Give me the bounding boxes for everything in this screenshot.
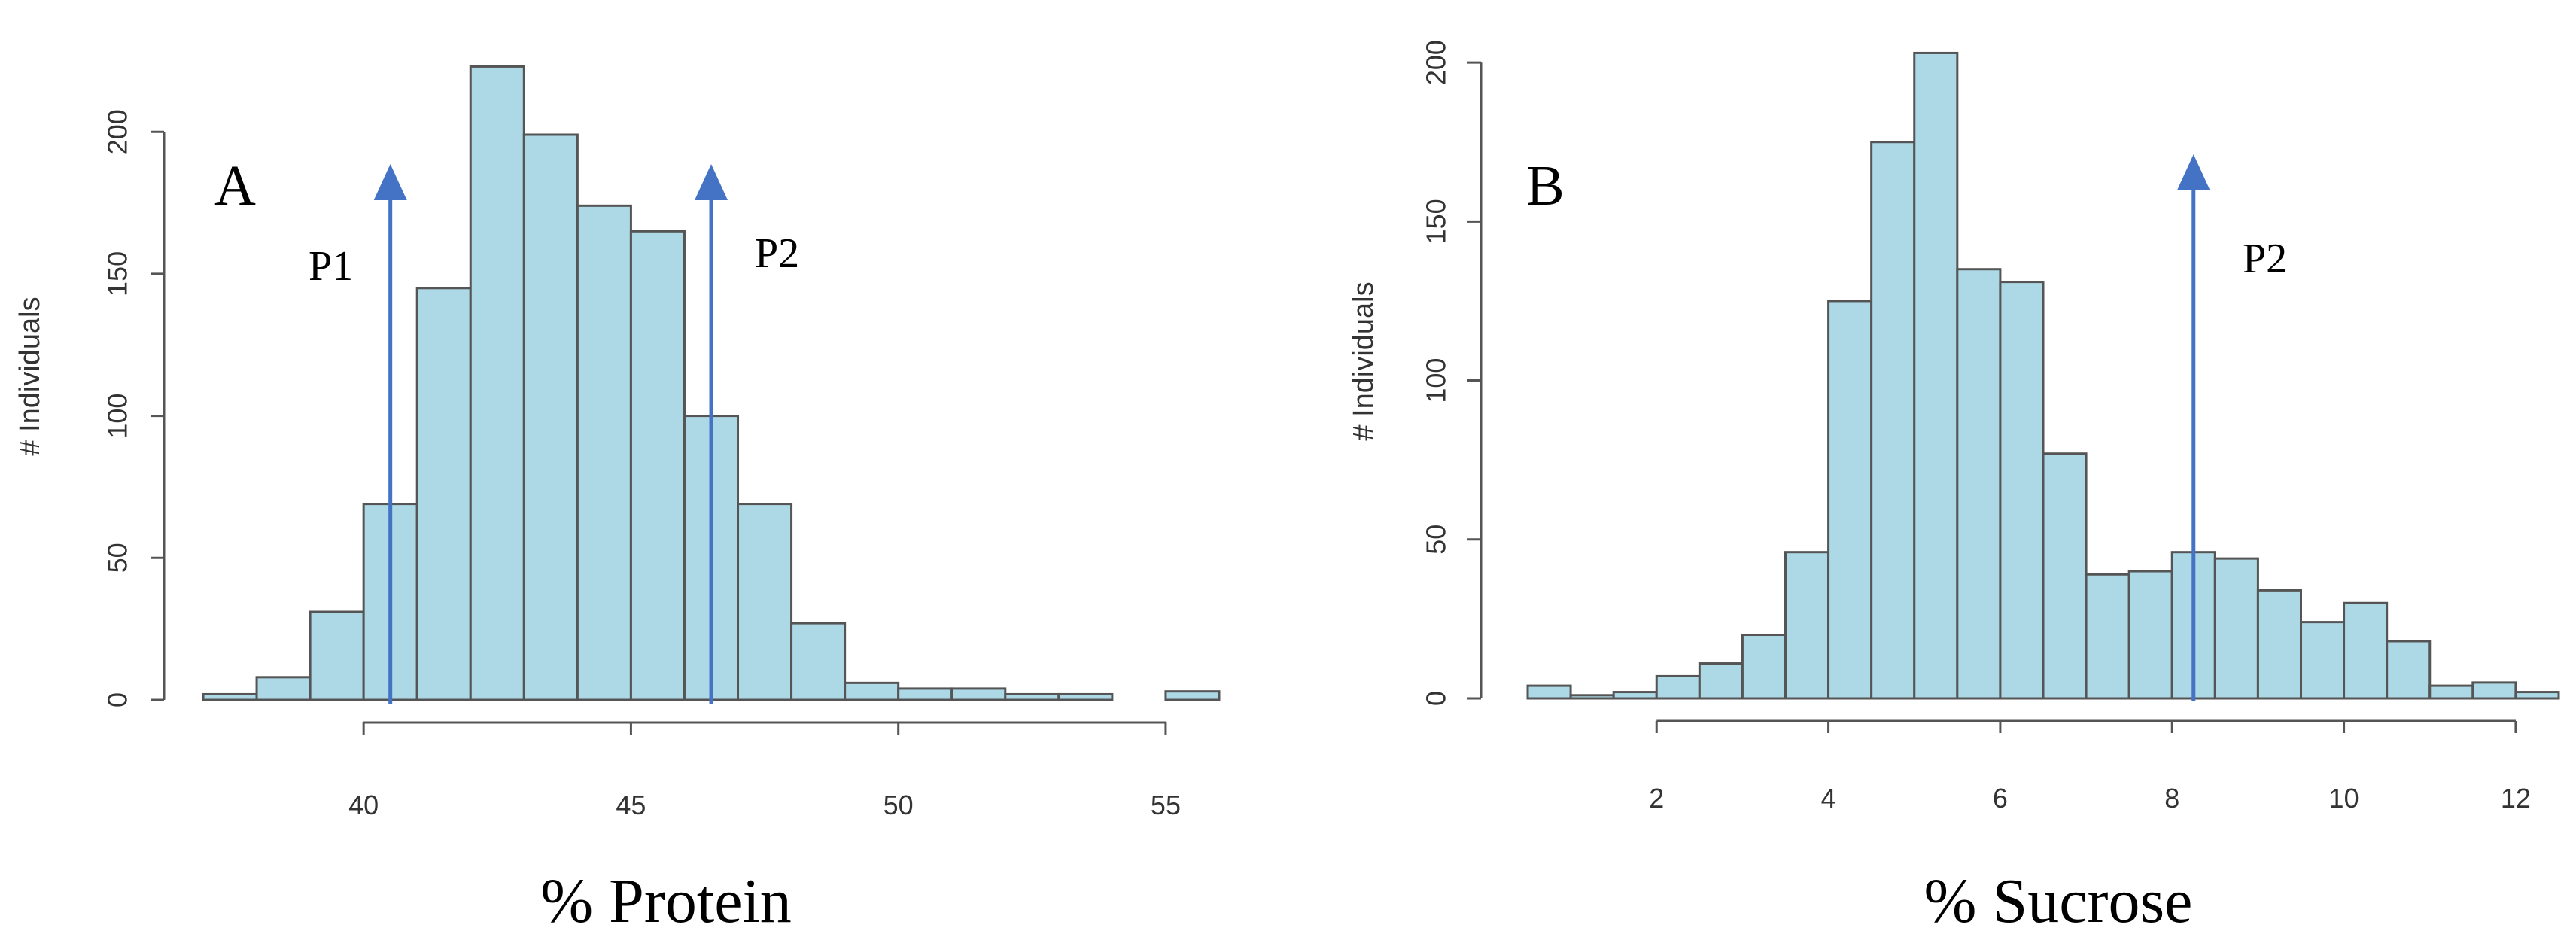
marker-label: P1 — [309, 243, 353, 290]
panel-label: A — [214, 154, 256, 218]
histogram-bar — [2042, 452, 2088, 700]
y-axis-title: # Individuals — [14, 297, 46, 455]
histogram-bar — [1913, 51, 1959, 700]
x-tick-label: 8 — [2164, 783, 2179, 814]
histogram-bar — [1999, 281, 2045, 700]
x-axis-title: % Sucrose — [1924, 866, 2193, 936]
y-tick-label: 200 — [1421, 40, 1452, 85]
histogram-sucrose: 2 4 6 8 10 12 0 50 100 150 200 # Individuals B P2 % Su… — [1348, 40, 2560, 936]
x-tick-label: 6 — [1993, 783, 2008, 814]
histogram-bar — [844, 681, 900, 701]
histogram-bar — [1827, 300, 1873, 700]
x-axis-title: % Protein — [540, 866, 792, 936]
x-tick-label: 2 — [1649, 783, 1664, 814]
histogram-bar — [469, 65, 525, 701]
histogram-bar — [2343, 601, 2389, 700]
histogram-bar — [1741, 634, 1787, 700]
histogram-bar — [1698, 662, 1744, 700]
y-tick-label: 150 — [102, 251, 133, 297]
histogram-bar — [2386, 640, 2432, 700]
histogram-bar — [1526, 684, 1572, 700]
histogram-bar — [2514, 691, 2560, 700]
histogram-bar — [522, 133, 579, 701]
histogram-bar — [2471, 681, 2517, 700]
histogram-bar — [2127, 570, 2173, 700]
x-tick-label: 50 — [884, 789, 914, 820]
y-axis-title: # Individuals — [1348, 281, 1379, 440]
histogram-bar — [1164, 690, 1221, 701]
histogram-bar — [576, 204, 632, 701]
x-tick-label: 10 — [2329, 783, 2359, 814]
y-tick-label: 50 — [102, 543, 133, 573]
y-tick-label: 50 — [1421, 525, 1452, 555]
histogram-bar — [1655, 674, 1701, 700]
histogram-bar — [309, 610, 365, 701]
histogram-bar — [415, 287, 472, 701]
histogram-bar — [1004, 692, 1060, 701]
y-tick-label: 100 — [1421, 358, 1452, 403]
histogram-bar — [255, 676, 312, 701]
y-tick-label: 0 — [102, 692, 133, 707]
histogram-bar — [897, 687, 953, 701]
histogram-bar — [2300, 621, 2346, 700]
marker-label: P2 — [755, 230, 799, 277]
marker-arrow-head — [695, 164, 728, 200]
histogram-bar — [2428, 684, 2474, 700]
x-tick-label: 40 — [348, 789, 379, 820]
marker-label: P2 — [2243, 236, 2287, 282]
y-tick-label: 100 — [102, 394, 133, 439]
histogram-bar — [737, 503, 793, 701]
histogram-bar — [950, 687, 1007, 701]
histogram-bar — [1870, 141, 1916, 700]
histogram-bar — [1784, 551, 1830, 700]
y-tick-label: 150 — [1421, 199, 1452, 244]
histogram-bar — [2213, 557, 2259, 700]
histogram-bar — [2256, 589, 2303, 700]
histogram-bar — [1569, 694, 1615, 700]
histogram-protein: 40 45 50 55 0 50 100 150 200 # Individuals A P1 P2 % … — [14, 65, 1221, 936]
histogram-bar — [2085, 573, 2130, 700]
y-tick-label: 200 — [102, 109, 133, 154]
histogram-bar — [790, 622, 847, 701]
x-tick-label: 4 — [1821, 783, 1836, 814]
histogram-bar — [1612, 691, 1658, 700]
marker-arrow-head — [2176, 154, 2210, 190]
histogram-bar — [1956, 268, 2002, 700]
histogram-bar — [202, 692, 258, 701]
x-tick-label: 12 — [2501, 783, 2531, 814]
histogram-bar — [629, 230, 686, 701]
histogram-bar — [1057, 692, 1114, 701]
marker-arrow-head — [373, 164, 407, 200]
x-tick-label: 55 — [1151, 789, 1181, 820]
y-tick-label: 0 — [1421, 691, 1452, 706]
panel-label: B — [1526, 154, 1565, 218]
x-tick-label: 45 — [616, 789, 646, 820]
